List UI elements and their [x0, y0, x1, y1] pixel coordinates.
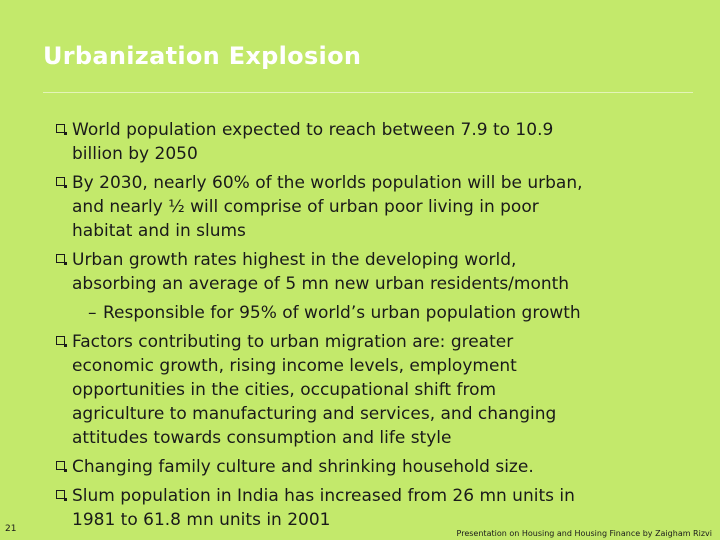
bullet-box	[56, 461, 67, 472]
bullet-text: By 2030, nearly 60% of the worlds popula…	[72, 173, 583, 193]
bullet-text: absorbing an average of 5 mn new urban r…	[72, 274, 570, 294]
slide-title: Urbanization Explosion	[43, 42, 362, 70]
footer-credit: Presentation on Housing and Housing Fina…	[456, 529, 712, 538]
bullet-text: attitudes towards consumption and life s…	[72, 428, 452, 448]
sub-bullet-text: Responsible for 95% of world’s urban pop…	[103, 303, 581, 323]
bullet-text: Slum population in India has increased f…	[72, 486, 575, 506]
bullet-box	[56, 124, 67, 135]
sub-bullet: – Responsible for 95% of world’s urban po…	[0, 301, 720, 325]
bullet-box	[56, 336, 67, 347]
sub-bullet-dash: –	[88, 303, 97, 323]
bullet: World population expected to reach betwe…	[0, 118, 720, 166]
bullet: Changing family culture and shrinking ho…	[0, 455, 720, 479]
bullet-box	[56, 490, 67, 501]
bullet-text: 1981 to 61.8 mn units in 2001	[72, 510, 331, 530]
bullet-list: World population expected to reach betwe…	[0, 118, 720, 537]
bullet: By 2030, nearly 60% of the worlds popula…	[0, 171, 720, 243]
bullet-text: habitat and in slums	[72, 221, 246, 241]
bullet-box	[56, 254, 67, 265]
bullet: Slum population in India has increased f…	[0, 484, 720, 532]
bullet-text: Urban growth rates highest in the develo…	[72, 250, 517, 270]
bullet-text: World population expected to reach betwe…	[72, 120, 554, 140]
bullet: Urban growth rates highest in the develo…	[0, 248, 720, 296]
bullet-text: and nearly ½ will comprise of urban poor…	[72, 197, 539, 217]
bullet-text: agriculture to manufacturing and service…	[72, 404, 557, 424]
bullet-text: Changing family culture and shrinking ho…	[72, 457, 534, 477]
bullet-text: Factors contributing to urban migration …	[72, 332, 514, 352]
bullet: Factors contributing to urban migration …	[0, 330, 720, 450]
page-number: 21	[5, 524, 17, 534]
bullet-text: economic growth, rising income levels, e…	[72, 356, 517, 376]
bullet-box	[56, 177, 67, 188]
bullet-text: billion by 2050	[72, 144, 198, 164]
bullet-text: opportunities in the cities, occupationa…	[72, 380, 497, 400]
title-rule	[43, 92, 693, 93]
